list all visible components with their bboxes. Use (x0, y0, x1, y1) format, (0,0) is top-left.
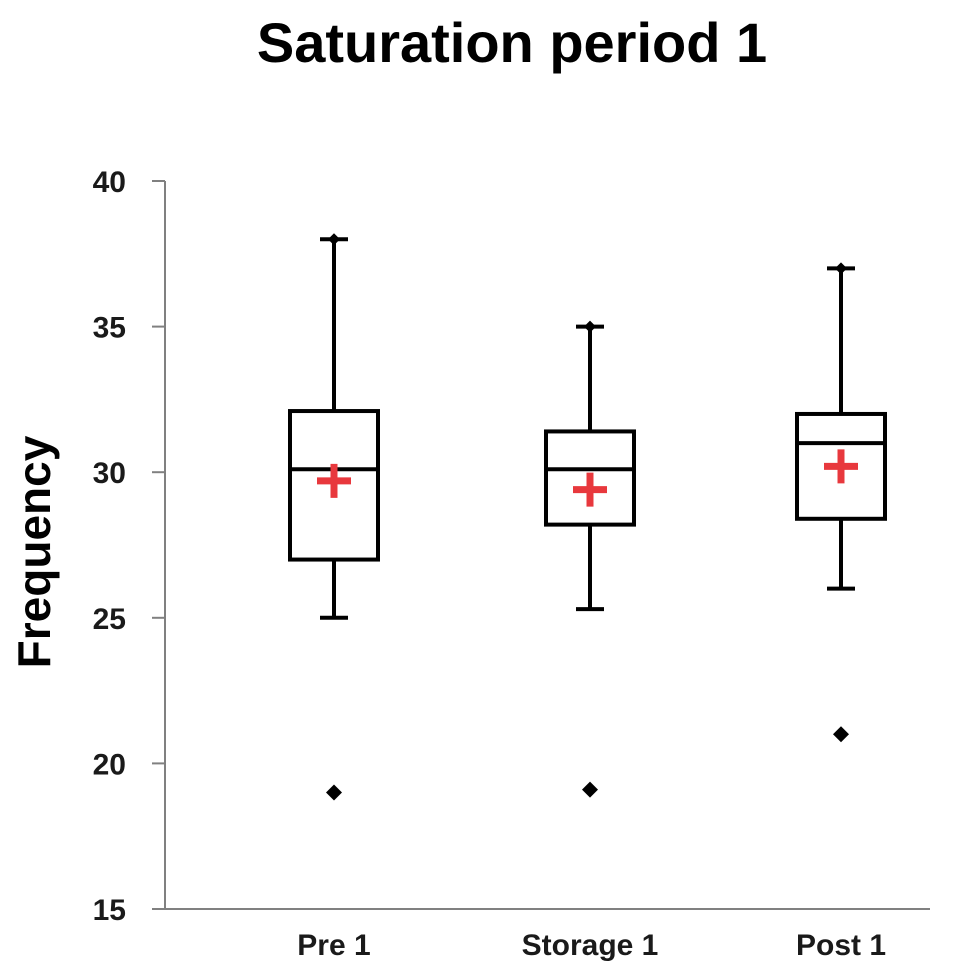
y-tick-label: 25 (93, 603, 126, 636)
x-tick-labels: Pre 1 Storage 1 Post 1 (297, 929, 886, 962)
box-series (288, 233, 887, 801)
y-tick-label: 40 (93, 166, 126, 199)
outlier-point (833, 726, 849, 743)
box-group (544, 320, 636, 798)
iqr-box (288, 409, 380, 562)
chart-title: Saturation period 1 (257, 11, 767, 74)
y-axis-label: Frequency (8, 435, 60, 668)
y-tick-labels: 15 20 25 30 35 40 (93, 166, 126, 927)
max-marker (328, 233, 340, 246)
y-tick-label: 15 (93, 894, 126, 927)
x-tick-label: Post 1 (796, 929, 886, 962)
box-group (288, 233, 380, 801)
x-tick-label: Pre 1 (297, 929, 370, 962)
iqr-box (795, 411, 887, 521)
y-tick-label: 30 (93, 457, 126, 490)
outlier-point (326, 784, 342, 801)
axes (152, 180, 930, 910)
y-tick-label: 35 (93, 312, 126, 345)
max-marker (835, 262, 847, 275)
y-tick-label: 20 (93, 748, 126, 781)
max-marker (584, 320, 596, 333)
x-tick-label: Storage 1 (522, 929, 659, 962)
iqr-box (544, 429, 636, 527)
outlier-point (582, 781, 598, 798)
box-group (795, 262, 887, 743)
